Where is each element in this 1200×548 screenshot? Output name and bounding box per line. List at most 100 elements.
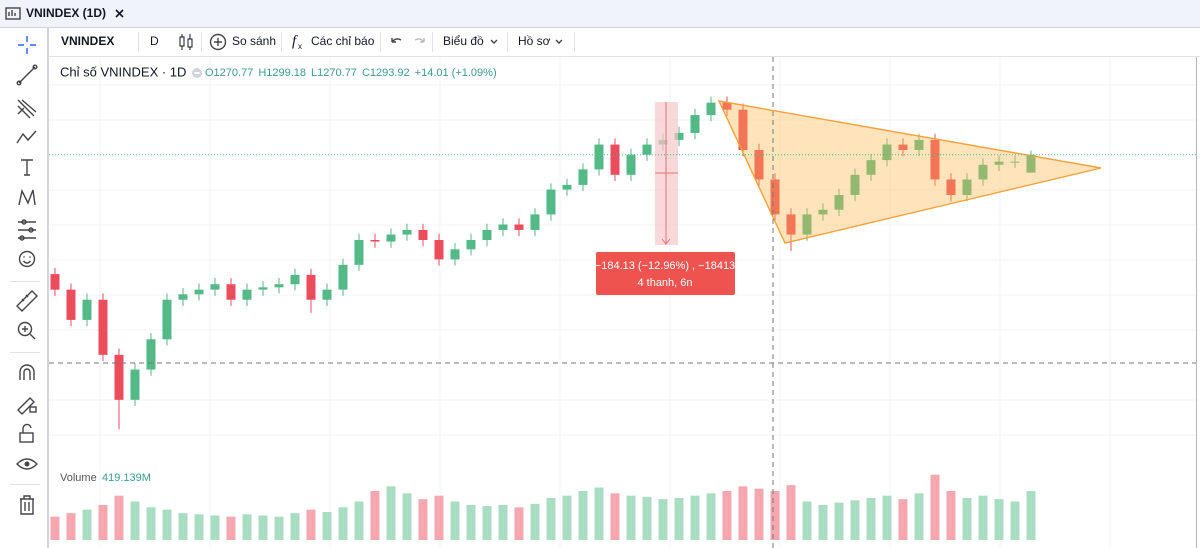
volume-bar: [514, 507, 524, 540]
candle-body: [434, 240, 444, 260]
text-tool[interactable]: [21, 159, 33, 176]
candle-body: [50, 274, 60, 290]
lock-tool[interactable]: [19, 423, 34, 443]
candle-body: [194, 289, 204, 295]
volume-bar: [82, 509, 92, 540]
volume-bar: [850, 500, 860, 540]
candle-body: [386, 234, 396, 242]
volume-bar: [418, 499, 428, 540]
chevron: [490, 39, 498, 44]
volume-bar: [786, 485, 796, 540]
volume-bar: [818, 505, 828, 540]
volume-bar: [882, 495, 892, 540]
volume-bar: [146, 507, 156, 540]
candle-body: [338, 264, 348, 290]
profile-menu-button[interactable]: Hồ sơ: [518, 34, 551, 48]
compare-button[interactable]: So sánh: [232, 34, 276, 48]
tab-title[interactable]: VNINDEX (1D): [26, 6, 106, 20]
volume-bar: [546, 498, 556, 540]
candle-body: [546, 189, 556, 215]
candle-body: [530, 214, 540, 230]
readout-value: H1299.18: [258, 67, 306, 79]
volume-bar: [194, 514, 204, 540]
candle-body: [786, 214, 796, 235]
candle-body: [674, 132, 684, 140]
left-toolbar: [0, 28, 48, 548]
prediction-tool[interactable]: [18, 219, 36, 241]
fib-tool[interactable]: [17, 99, 37, 119]
volume-bar: [1026, 491, 1036, 540]
chart-type-button[interactable]: [179, 34, 193, 50]
candle-body: [274, 284, 284, 288]
indicators-icon[interactable]: f: [292, 33, 298, 49]
volume-bar: [930, 474, 940, 540]
pattern-tool[interactable]: [16, 130, 37, 144]
readout-value: O1270.77: [205, 67, 253, 79]
volume-bar: [402, 493, 412, 540]
undo-button[interactable]: [391, 38, 402, 43]
volume-bar: [498, 505, 508, 540]
interval-button[interactable]: D: [150, 34, 159, 48]
chart-menu-button[interactable]: Biểu đồ: [443, 34, 484, 48]
candle-body: [914, 139, 924, 150]
tab-icon: [5, 7, 21, 20]
volume-bar: [290, 513, 300, 540]
candle-body: [114, 354, 124, 400]
indicators-icon-sub: x: [298, 42, 302, 51]
candle-body: [418, 229, 428, 240]
candle-body: [978, 164, 988, 180]
candle-body: [562, 184, 572, 190]
candle-body: [98, 299, 108, 355]
candle-body: [866, 160, 876, 175]
candle-body: [930, 139, 940, 180]
volume-bar: [866, 498, 876, 540]
xabcd-tool[interactable]: [18, 188, 36, 206]
volume-bar: [210, 515, 220, 540]
crosshair-tool[interactable]: [18, 36, 36, 54]
candle-body: [994, 161, 1004, 165]
volume-bar: [674, 498, 684, 540]
chart-title: Chỉ số VNINDEX · 1D: [60, 64, 186, 79]
candle-body: [226, 284, 236, 300]
volume-bar: [66, 513, 76, 540]
tab-border: [0, 27, 1200, 28]
delete-tool[interactable]: [20, 495, 34, 515]
redo-button[interactable]: [414, 38, 425, 43]
visibility-tool[interactable]: [16, 458, 38, 470]
tab-close[interactable]: [115, 9, 124, 18]
candle-body: [594, 144, 604, 170]
candle-body: [130, 369, 140, 400]
candle-body: [258, 287, 268, 290]
volume-label: Volume: [60, 472, 97, 484]
separator: [281, 32, 282, 52]
candle-body: [754, 150, 764, 180]
candle-body: [290, 274, 300, 285]
sidebar-border: [47, 28, 49, 548]
triangle-drawing[interactable]: [717, 100, 1102, 244]
ruler-tool[interactable]: [16, 290, 38, 312]
candle-body: [802, 214, 812, 235]
tab-bar: [0, 0, 1200, 28]
compare-icon[interactable]: [209, 33, 227, 51]
volume-bar: [642, 496, 652, 540]
volume-bar: [466, 505, 476, 540]
indicators-button[interactable]: Các chỉ báo: [311, 34, 375, 48]
volume-bar: [802, 501, 812, 540]
volume-bar: [482, 506, 492, 540]
candle-body: [962, 179, 972, 195]
line-tool[interactable]: [16, 64, 38, 86]
volume-bar: [178, 513, 188, 540]
zoom-tool[interactable]: [17, 321, 36, 340]
volume-bar: [834, 502, 844, 540]
measure-drawing[interactable]: [655, 102, 678, 245]
chevron: [555, 39, 563, 44]
lock-drawing-tool[interactable]: [17, 397, 37, 415]
candle-body: [402, 229, 412, 235]
volume-bar: [370, 491, 380, 540]
emoji-tool[interactable]: [18, 250, 36, 268]
symbol-button[interactable]: VNINDEX: [61, 34, 114, 48]
magnet-tool[interactable]: [19, 364, 35, 380]
volume-bar: [226, 516, 236, 540]
candle-body: [322, 289, 332, 300]
